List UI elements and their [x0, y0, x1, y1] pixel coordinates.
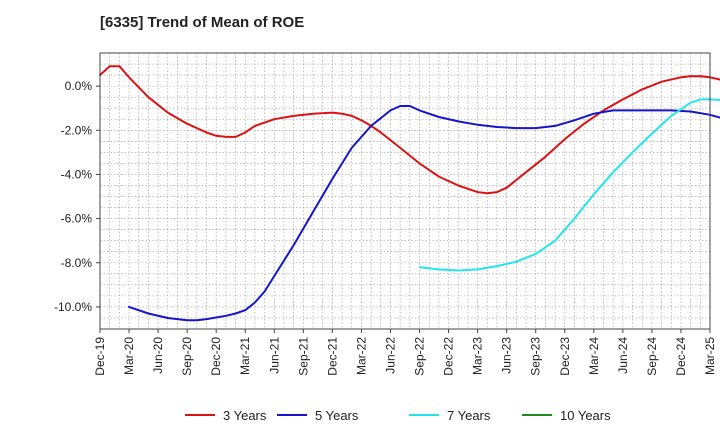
legend-label: 3 Years [223, 408, 267, 423]
legend: 3 Years 5 Years 7 Years 10 Years [185, 408, 611, 423]
y-axis-ticks: 0.0% -2.0% -4.0% -6.0% -8.0% -10.0% [54, 79, 100, 314]
x-tick-label: Sep-20 [180, 337, 194, 376]
x-tick-label: Dec-24 [674, 337, 688, 376]
plot-frame [99, 52, 711, 330]
x-tick-label: Sep-22 [413, 337, 427, 376]
legend-label: 10 Years [560, 408, 611, 423]
x-tick-label: Mar-25 [703, 337, 717, 375]
x-tick-label: Mar-20 [122, 337, 136, 375]
y-tick-label: -6.0% [61, 212, 93, 226]
y-tick-label: -10.0% [54, 300, 92, 314]
series-line-7-years [418, 98, 720, 272]
x-tick-label: Mar-24 [587, 337, 601, 375]
x-tick-label: Dec-22 [442, 337, 456, 376]
series-lines [99, 65, 720, 322]
grid [99, 52, 711, 330]
x-tick-label: Mar-22 [354, 337, 368, 375]
x-tick-label: Jun-24 [616, 337, 630, 374]
x-tick-label: Jun-22 [383, 337, 397, 374]
x-tick-label: Sep-23 [529, 337, 543, 376]
x-tick-label: Dec-21 [325, 337, 339, 376]
chart-title: [6335] Trend of Mean of ROE [100, 14, 305, 31]
x-tick-label: Jun-21 [267, 337, 281, 374]
y-tick-label: -8.0% [61, 256, 93, 270]
x-tick-label: Mar-21 [238, 337, 252, 375]
x-tick-label: Jun-20 [151, 337, 165, 374]
y-tick-label: -4.0% [61, 167, 93, 181]
x-tick-label: Mar-23 [471, 337, 485, 375]
x-tick-label: Dec-23 [558, 337, 572, 376]
x-axis-ticks: Dec-19 Mar-20 Jun-20 Sep-20 Dec-20 Mar-21 Jun-… [93, 329, 717, 376]
legend-label: 5 Years [315, 408, 359, 423]
legend-label: 7 Years [447, 408, 491, 423]
y-tick-label: 0.0% [65, 79, 93, 93]
x-tick-label: Dec-19 [93, 337, 107, 376]
y-tick-label: -2.0% [61, 123, 93, 137]
series-line-3-years [99, 65, 720, 195]
x-tick-label: Sep-21 [296, 337, 310, 376]
series-line-5-years [128, 105, 720, 322]
x-tick-label: Jun-23 [500, 337, 514, 374]
x-tick-label: Dec-20 [209, 337, 223, 376]
x-tick-label: Sep-24 [645, 337, 659, 376]
